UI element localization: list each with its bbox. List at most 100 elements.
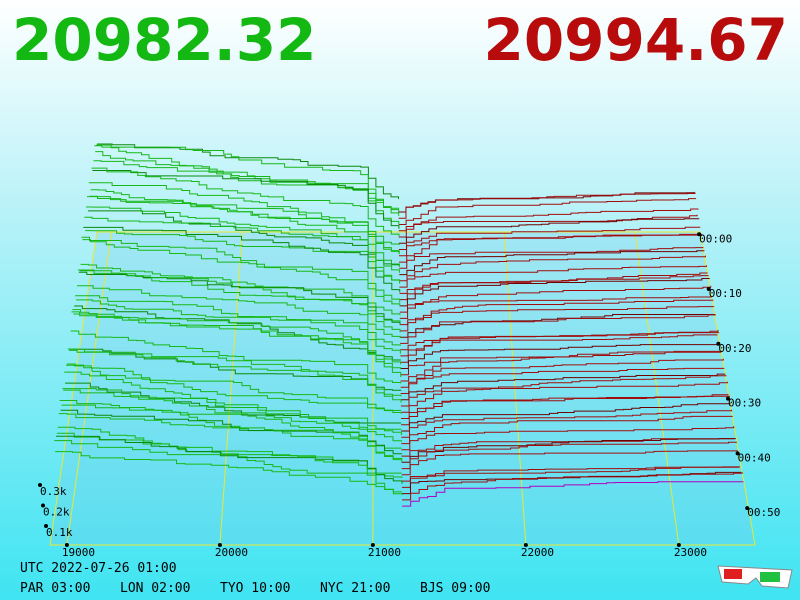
ask-curve (399, 296, 712, 319)
ask-curve (401, 438, 735, 457)
tick-dot (716, 341, 721, 346)
bid-curve (77, 269, 401, 333)
bid-curve (55, 451, 403, 493)
ask-curve (400, 358, 724, 388)
ask-curve (401, 466, 740, 488)
ask-curve (401, 450, 738, 476)
bid-curve (82, 239, 401, 303)
depth-label: 0.2k (43, 506, 70, 519)
axis-labels: 19000 20000 21000 22000 23000 00:00 00:10 00:20… (38, 232, 780, 559)
bid-curve (70, 330, 402, 384)
bid-curve (68, 349, 402, 397)
ask-curve (400, 373, 726, 401)
ask-curve (398, 208, 699, 238)
time-label: 00:30 (728, 397, 761, 410)
timezone-label: LON 02:00 (120, 581, 190, 596)
price-label: 23000 (674, 546, 707, 559)
time-label: 00:00 (699, 232, 732, 245)
ask-curve (399, 226, 701, 250)
tick-dot (370, 543, 375, 547)
price-label: 22000 (521, 546, 554, 559)
ask-curve (400, 367, 725, 394)
tick-dot (745, 506, 750, 511)
ask-curve (399, 233, 703, 263)
bid-curve (69, 348, 402, 391)
tick-dot (706, 287, 711, 292)
bid-curve (97, 143, 399, 200)
ask-curve (401, 395, 730, 426)
bid-curve (83, 226, 401, 293)
price-label: 19000 (62, 546, 95, 559)
depth-label: 0.3k (40, 485, 67, 498)
price-grid-line (219, 231, 243, 546)
glasses-icon (717, 565, 793, 589)
bid-curve (71, 311, 402, 378)
ask-curve (401, 441, 737, 470)
ask-curve (401, 466, 739, 482)
bid-curve (75, 295, 401, 354)
bid-curve (95, 151, 400, 212)
ask-curve (398, 192, 696, 219)
timestamp: UTC 2022-07-26 01:00 (20, 561, 177, 576)
bid-curve (87, 210, 400, 267)
ask-curve (401, 409, 733, 438)
timezone-label: BJS 09:00 (420, 581, 490, 596)
timezone-label: NYC 21:00 (320, 581, 390, 596)
ask-curve (399, 255, 706, 282)
bid-curve (58, 413, 403, 462)
ask-price: 20994.67 (483, 6, 788, 74)
tick-dot (697, 232, 702, 237)
ask-curve (400, 350, 723, 382)
ask-curve (400, 344, 721, 369)
bid-curve (81, 236, 401, 307)
time-label: 00:40 (738, 451, 771, 464)
tick-dot (44, 524, 48, 528)
bid-curve (96, 144, 400, 209)
time-label: 00:20 (718, 342, 751, 355)
bid-curve (56, 435, 403, 484)
tick-dot (38, 483, 42, 487)
ask-curve (398, 214, 698, 232)
ask-curve (399, 299, 714, 326)
bid-curve (67, 348, 402, 403)
ask-curve (400, 375, 727, 407)
time-label: 00:10 (709, 287, 742, 300)
depth-curves (54, 143, 744, 507)
bid-curve (54, 440, 403, 496)
bid-curve (88, 182, 400, 255)
tick-dot (217, 543, 222, 547)
bid-curve (84, 216, 401, 284)
price-label: 20000 (215, 546, 248, 559)
bid-curve (94, 145, 400, 216)
ask-curve (400, 306, 715, 332)
ask-curve (401, 403, 731, 432)
bid-curve (86, 206, 400, 273)
time-label: 00:50 (747, 506, 780, 519)
timezone-label: TYO 10:00 (220, 581, 290, 596)
bid-curve (66, 363, 402, 411)
bid-curve (62, 388, 402, 442)
ask-curve (401, 381, 728, 413)
bid-curve (59, 400, 403, 460)
price-label: 21000 (368, 546, 401, 559)
bid-curve (63, 389, 402, 436)
tick-dot (735, 451, 740, 456)
tick-dot (64, 543, 69, 547)
tick-dot (725, 396, 730, 401)
bid-curve (74, 305, 401, 361)
ask-curve (398, 198, 697, 225)
ask-curve (399, 247, 704, 269)
ask-curve (399, 265, 707, 288)
ask-curve (399, 285, 712, 313)
price-grid-line (634, 231, 680, 546)
bid-curve (93, 160, 400, 225)
timezone-label: PAR 03:00 (20, 581, 90, 596)
ask-curve (402, 471, 743, 501)
bid-curve (87, 196, 400, 267)
ask-curve (402, 481, 744, 507)
ask-curve (400, 314, 716, 344)
ask-curve (399, 278, 710, 307)
bid-curve (66, 364, 402, 414)
ask-curve (401, 438, 736, 463)
ask-curve (400, 332, 720, 363)
